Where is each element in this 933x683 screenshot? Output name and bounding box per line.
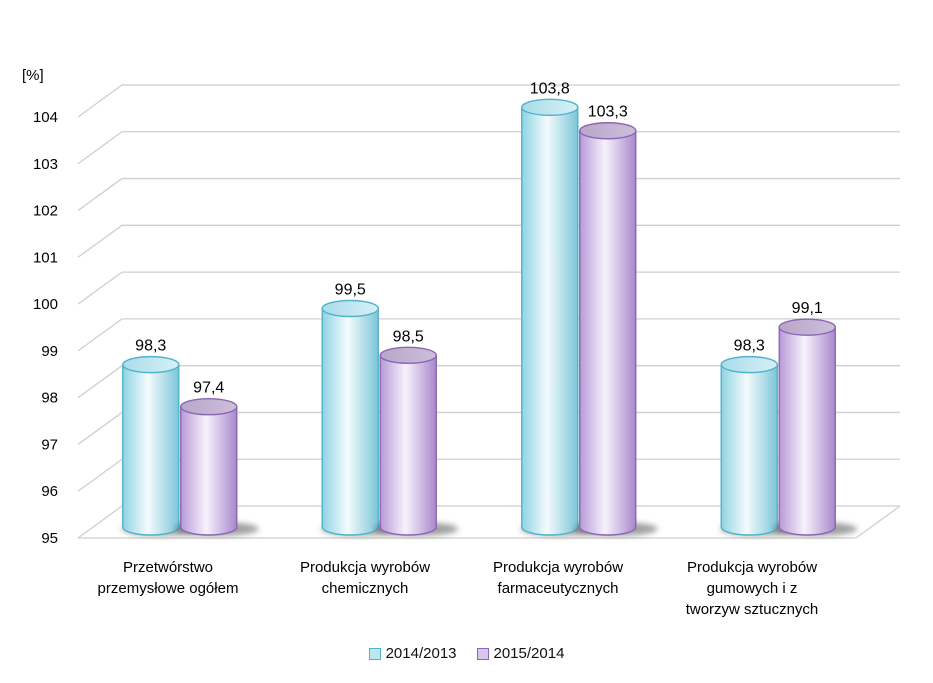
x-category-label: Przetwórstwo przemysłowe ogółem <box>98 559 239 597</box>
x-category-label: Produkcja wyrobów farmaceutycznych <box>493 559 623 597</box>
y-tick-label: 104 <box>33 109 58 126</box>
bar-2-series-1 <box>579 122 637 536</box>
y-tick-label: 95 <box>41 530 58 547</box>
gridline-depth <box>77 458 123 492</box>
legend: 2014/2013 2015/2014 <box>0 645 933 662</box>
bar-body <box>778 326 836 536</box>
bar-1-series-0 <box>321 299 379 536</box>
data-label: 99,1 <box>792 300 823 317</box>
y-tick-label: 103 <box>33 156 58 173</box>
legend-label-series-0: 2014/2013 <box>385 645 457 662</box>
bar-body <box>321 307 379 536</box>
x-category-label: Produkcja wyrobów gumowych i z tworzyw szt… <box>686 559 819 618</box>
gridline-depth <box>77 84 123 118</box>
bar-top <box>579 122 637 140</box>
bar-body <box>579 130 637 536</box>
gridline-depth <box>77 131 123 165</box>
legend-item-series-0: 2014/2013 <box>368 645 457 662</box>
gridline-depth <box>77 505 123 539</box>
data-label: 98,3 <box>734 338 765 355</box>
bar-2-series-0 <box>521 98 579 536</box>
x-category-label: Produkcja wyrobów chemicznych <box>300 559 430 597</box>
y-unit-label: [%] <box>22 67 44 84</box>
bar-top <box>379 346 437 364</box>
bar-top <box>321 299 379 318</box>
y-tick-label: 102 <box>33 203 58 220</box>
bar-0-series-0 <box>122 355 180 536</box>
y-tick-label: 97 <box>41 436 58 453</box>
bar-body <box>720 363 778 536</box>
data-label: 103,8 <box>530 80 570 97</box>
bar-top <box>180 398 238 416</box>
y-tick-label: 96 <box>41 483 58 500</box>
data-label: 97,4 <box>193 380 224 397</box>
bar-top <box>122 355 180 374</box>
data-label: 103,3 <box>588 104 628 121</box>
data-label: 99,5 <box>335 282 366 299</box>
legend-swatch-series-1 <box>476 647 489 660</box>
gridline-depth <box>77 411 123 445</box>
data-label: 98,3 <box>135 338 166 355</box>
y-tick-label: 98 <box>41 390 58 407</box>
legend-swatch-series-0 <box>368 647 381 660</box>
gridline-depth <box>77 318 123 352</box>
data-label: 98,5 <box>393 328 424 345</box>
bar-0-series-1 <box>180 398 238 536</box>
bar-top <box>720 355 778 374</box>
bar-1-series-1 <box>379 346 437 536</box>
bar-3-series-1 <box>778 318 836 536</box>
y-tick-label: 100 <box>33 296 58 313</box>
legend-label-series-1: 2015/2014 <box>493 645 565 662</box>
floor-edge-right <box>855 505 901 539</box>
bar-top <box>778 318 836 336</box>
gridline-depth <box>77 365 123 399</box>
bar-body <box>122 363 180 536</box>
y-tick-label: 101 <box>33 249 58 266</box>
bar-body <box>180 406 238 536</box>
gridline-depth <box>77 224 123 258</box>
y-tick-label: 99 <box>41 343 58 360</box>
bar-3-series-0 <box>720 355 778 536</box>
bar-body <box>379 354 437 536</box>
legend-item-series-1: 2015/2014 <box>476 645 565 662</box>
gridline-depth <box>77 178 123 212</box>
bar-top <box>521 98 579 117</box>
bar-body <box>521 106 579 536</box>
gridline-depth <box>77 271 123 305</box>
